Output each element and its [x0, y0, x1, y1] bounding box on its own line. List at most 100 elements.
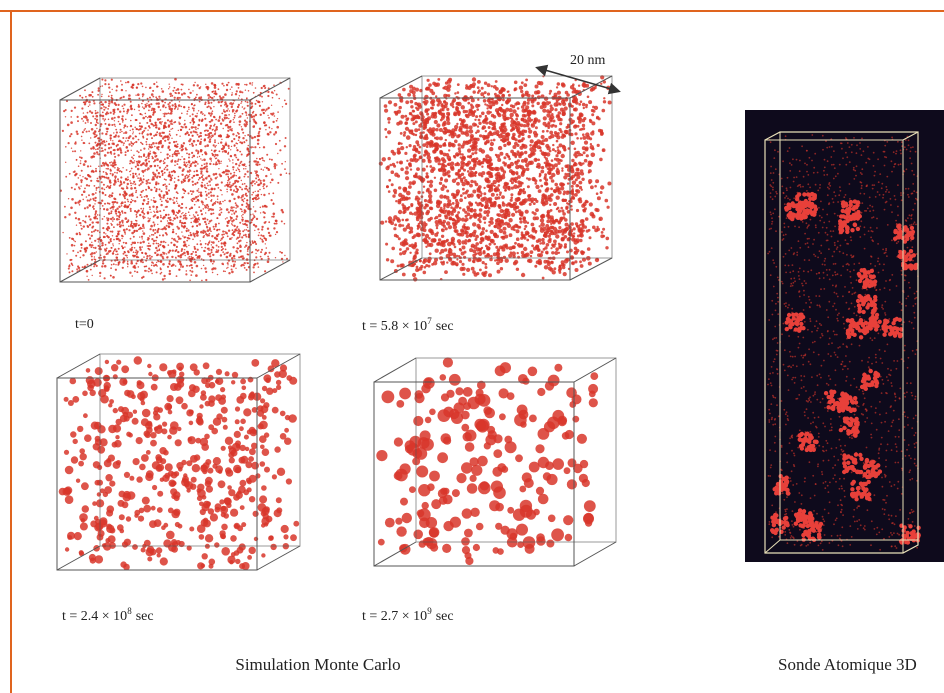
precipitate [280, 174, 282, 176]
precipitate [410, 113, 412, 115]
precipitate [459, 248, 462, 251]
precipitate [127, 201, 129, 203]
precipitate [253, 120, 256, 123]
precipitate [236, 170, 238, 172]
precipitate [162, 234, 164, 236]
precipitate [139, 246, 141, 248]
precipitate [237, 226, 239, 228]
precipitate [168, 142, 170, 144]
precipitate [559, 159, 562, 162]
precipitate [84, 128, 86, 130]
precipitate [221, 113, 223, 115]
precipitate [154, 159, 156, 161]
precipitate [186, 153, 188, 155]
precipitate [189, 280, 191, 282]
precipitate [160, 220, 162, 222]
precipitate [227, 145, 229, 147]
precipitate [147, 130, 148, 131]
precipitate [102, 192, 104, 194]
precipitate [129, 163, 131, 165]
precipitate [92, 275, 93, 276]
precipitate [452, 243, 455, 246]
precipitate [413, 234, 416, 237]
precipitate [242, 255, 244, 257]
precipitate [496, 194, 498, 196]
precipitate [140, 208, 142, 210]
precipitate [114, 117, 116, 119]
precipitate [190, 190, 192, 192]
precipitate [197, 152, 199, 154]
precipitate [429, 243, 433, 247]
precipitate [175, 250, 177, 252]
precipitate [524, 151, 527, 154]
precipitate [550, 164, 553, 167]
precipitate [474, 151, 477, 154]
precipitate [136, 253, 138, 255]
precipitate [170, 135, 171, 136]
precipitate [246, 98, 248, 100]
precipitate [205, 187, 207, 189]
precipitate [84, 177, 86, 179]
precipitate [221, 242, 223, 244]
precipitate [144, 196, 145, 197]
precipitate [156, 188, 158, 190]
precipitate [169, 131, 171, 133]
precipitate [199, 219, 201, 221]
precipitate [463, 169, 466, 172]
precipitate [158, 194, 160, 196]
precipitate [167, 119, 169, 121]
precipitate [114, 159, 116, 161]
precipitate [123, 229, 126, 232]
precipitate [169, 93, 172, 96]
precipitate [208, 242, 210, 244]
precipitate [284, 100, 286, 102]
precipitate [80, 257, 82, 259]
precipitate [141, 170, 143, 172]
precipitate [151, 256, 153, 258]
precipitate [153, 111, 156, 114]
precipitate [64, 206, 66, 208]
precipitate [183, 164, 184, 165]
precipitate [122, 267, 124, 269]
precipitate [93, 132, 95, 134]
precipitate [153, 211, 154, 212]
precipitate [260, 251, 262, 253]
precipitate [194, 236, 196, 238]
precipitate [239, 151, 241, 153]
precipitate [559, 271, 562, 274]
precipitate [123, 104, 125, 106]
precipitate [473, 257, 477, 261]
precipitate [483, 99, 487, 103]
precipitate [186, 246, 188, 248]
precipitate [126, 187, 128, 189]
precipitate [206, 144, 209, 147]
precipitate [213, 260, 215, 262]
precipitate [76, 133, 78, 135]
precipitate [117, 178, 119, 180]
precipitate [87, 199, 89, 201]
precipitate [114, 112, 116, 114]
precipitate [499, 194, 501, 196]
precipitate [133, 251, 135, 253]
precipitate [226, 256, 229, 259]
precipitate [424, 223, 427, 226]
precipitate [544, 265, 548, 269]
precipitate [470, 193, 474, 197]
precipitate [261, 249, 263, 251]
precipitate [133, 236, 135, 238]
precipitate [424, 199, 427, 202]
precipitate [220, 254, 222, 256]
precipitate [129, 272, 131, 274]
precipitate [166, 113, 168, 115]
precipitate [88, 215, 90, 217]
precipitate [210, 102, 212, 104]
precipitate [590, 131, 594, 135]
precipitate [83, 190, 86, 193]
precipitate [142, 224, 144, 226]
precipitate [561, 229, 566, 234]
precipitate [145, 156, 147, 158]
precipitate [205, 271, 207, 273]
precipitate [584, 159, 588, 163]
precipitate [119, 171, 120, 172]
precipitate [486, 246, 490, 250]
